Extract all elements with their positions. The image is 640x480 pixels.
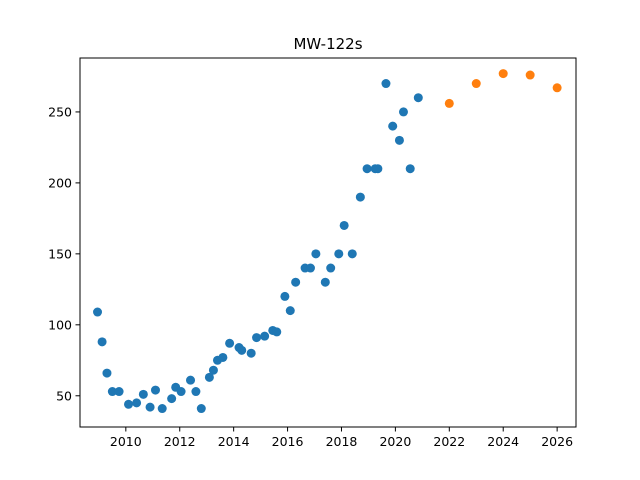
observed-point — [237, 346, 246, 355]
observed-point — [356, 193, 365, 202]
observed-point — [139, 390, 148, 399]
y-tick-label: 200 — [48, 175, 72, 190]
observed-point — [124, 400, 133, 409]
observed-point — [115, 387, 124, 396]
forecast-point — [553, 83, 562, 92]
observed-point — [158, 404, 167, 413]
x-tick-label: 2020 — [379, 434, 411, 449]
observed-point — [260, 332, 269, 341]
y-tick-label: 50 — [56, 388, 72, 403]
observed-point — [311, 249, 320, 258]
observed-point — [225, 339, 234, 348]
observed-point — [132, 398, 141, 407]
observed-point — [381, 79, 390, 88]
observed-point — [348, 249, 357, 258]
observed-point — [167, 394, 176, 403]
y-tick-label: 150 — [48, 246, 72, 261]
observed-point — [197, 404, 206, 413]
observed-point — [326, 264, 335, 273]
x-tick-label: 2022 — [433, 434, 465, 449]
forecast-point — [445, 99, 454, 108]
x-tick-label: 2018 — [326, 434, 358, 449]
forecast-point — [526, 71, 535, 80]
observed-point — [291, 278, 300, 287]
observed-point — [334, 249, 343, 258]
forecast-point — [499, 69, 508, 78]
observed-point — [191, 387, 200, 396]
y-tick-label: 250 — [48, 104, 72, 119]
observed-point — [98, 337, 107, 346]
observed-point — [218, 353, 227, 362]
x-tick-label: 2024 — [487, 434, 519, 449]
x-axis: 2010 2012 2014 2016 2018 2020 2022 2024 2026 — [110, 427, 573, 449]
observed-point — [280, 292, 289, 301]
observed-point — [406, 164, 415, 173]
observed-point — [388, 122, 397, 131]
observed-point — [102, 369, 111, 378]
observed-point — [209, 366, 218, 375]
x-tick-label: 2012 — [164, 434, 196, 449]
observed-point — [93, 308, 102, 317]
observed-point — [399, 107, 408, 116]
observed-point — [186, 376, 195, 385]
observed-point — [151, 386, 160, 395]
observed-point — [363, 164, 372, 173]
observed-point — [252, 333, 261, 342]
observed-point — [321, 278, 330, 287]
observed-point — [306, 264, 315, 273]
x-tick-label: 2016 — [272, 434, 304, 449]
chart-title: MW-122s — [293, 35, 362, 53]
observed-point — [247, 349, 256, 358]
y-tick-label: 100 — [48, 317, 72, 332]
observed-point — [272, 327, 281, 336]
observed-point — [286, 306, 295, 315]
forecast-point — [472, 79, 481, 88]
x-tick-label: 2010 — [110, 434, 142, 449]
x-tick-label: 2014 — [218, 434, 250, 449]
observed-point — [340, 221, 349, 230]
x-tick-label: 2026 — [541, 434, 573, 449]
observed-point — [373, 164, 382, 173]
observed-point — [395, 136, 404, 145]
observed-point — [177, 387, 186, 396]
observed-point — [146, 403, 155, 412]
observed-point — [414, 93, 423, 102]
